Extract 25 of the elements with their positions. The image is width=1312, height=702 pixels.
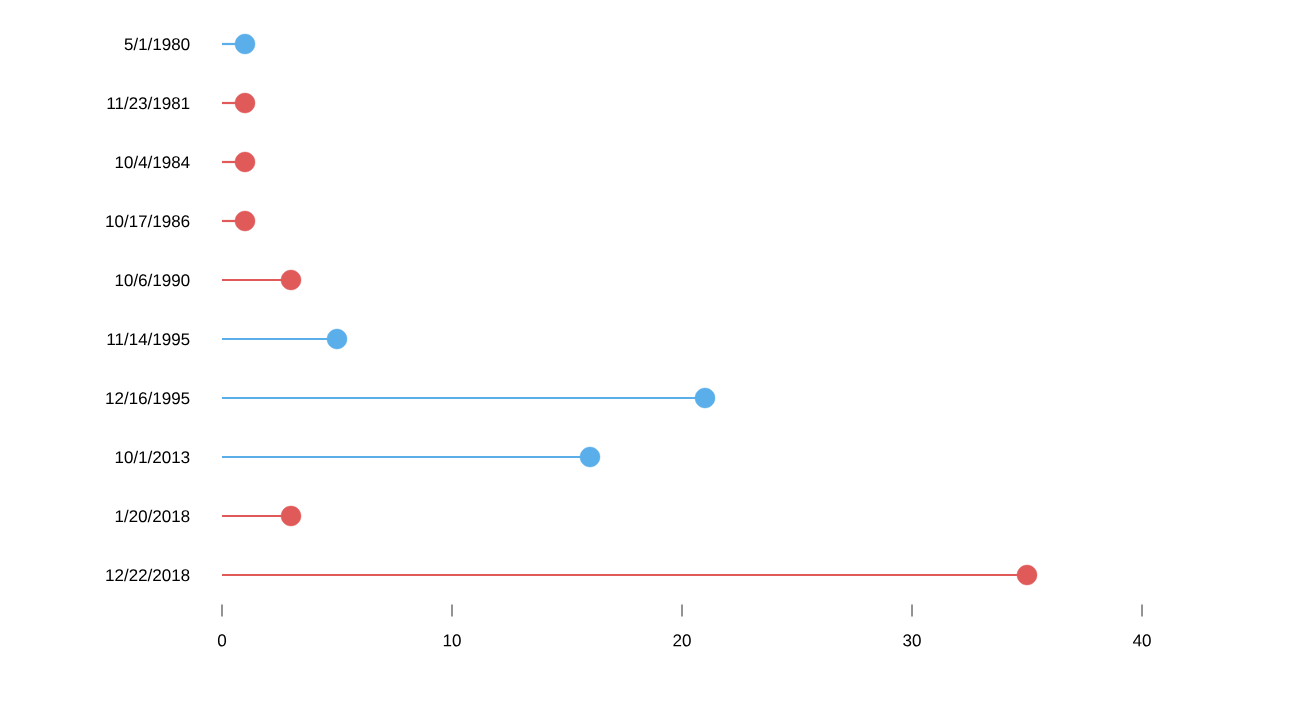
y-tick-label: 10/17/1986 <box>106 214 190 228</box>
y-tick-label: 12/16/1995 <box>106 391 190 405</box>
point <box>579 446 601 468</box>
x-tick-label: 40 <box>1132 634 1151 647</box>
point <box>234 92 256 114</box>
x-tick-label: 0 <box>217 634 227 647</box>
y-tick-label: 11/14/1995 <box>107 332 190 346</box>
x-tick-label: 20 <box>673 634 691 647</box>
point <box>280 505 302 527</box>
point <box>1016 564 1038 586</box>
x-tick-label: 30 <box>903 634 921 647</box>
point <box>234 33 256 55</box>
point <box>234 151 256 173</box>
point <box>326 328 348 350</box>
y-tick-label: 12/22/2018 <box>106 568 190 582</box>
x-tick-label: 10 <box>443 634 461 647</box>
point <box>280 269 302 291</box>
y-tick-label: 10/1/2013 <box>115 450 190 464</box>
point <box>234 210 256 232</box>
point <box>694 387 716 409</box>
y-tick-label: 10/4/1984 <box>115 155 190 169</box>
y-tick-label: 1/20/2018 <box>115 509 190 523</box>
y-tick-label: 11/23/1981 <box>107 96 190 110</box>
y-tick-label: 10/6/1990 <box>115 273 190 287</box>
y-tick-label: 5/1/1980 <box>124 37 190 51</box>
